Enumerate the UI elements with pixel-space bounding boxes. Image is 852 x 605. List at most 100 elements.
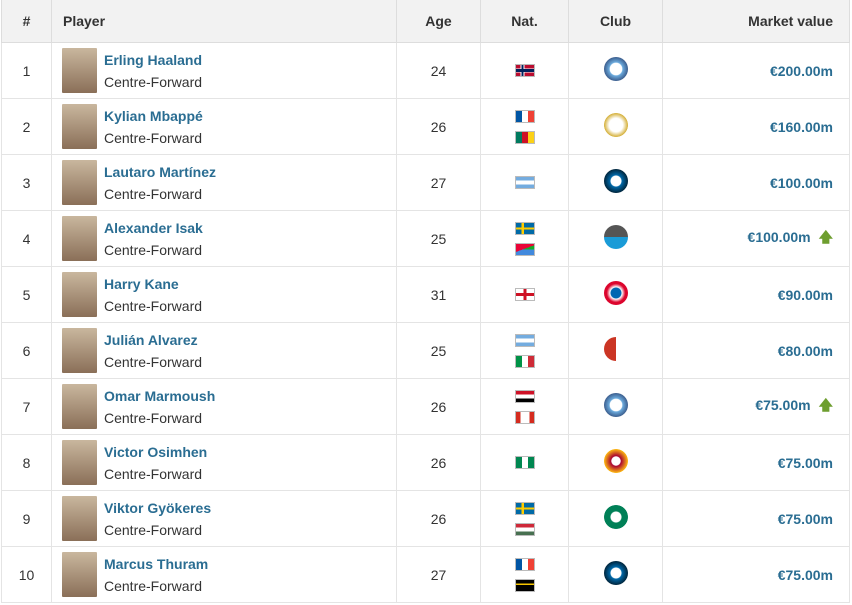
- flag-hungary-icon[interactable]: [514, 522, 535, 536]
- age: 27: [396, 546, 481, 603]
- table-row: 10 Marcus Thuram Centre-Forward 27 €75.00…: [1, 546, 850, 603]
- nationality: [481, 221, 568, 256]
- header-nat[interactable]: Nat.: [480, 0, 569, 43]
- rank: 5: [1, 266, 52, 323]
- player-name-link[interactable]: Alexander Isak: [104, 219, 203, 236]
- header-age[interactable]: Age: [396, 0, 481, 43]
- arrow-up-icon: 🡅: [818, 228, 833, 245]
- club-galatasaray-icon[interactable]: [603, 449, 628, 473]
- player-position: Centre-Forward: [104, 73, 203, 90]
- club-real-madrid-icon[interactable]: [603, 113, 628, 137]
- market-value-link[interactable]: €75.00m: [777, 454, 833, 471]
- player-photo[interactable]: [62, 552, 97, 597]
- header-market-value[interactable]: Market value: [662, 0, 850, 43]
- player-photo[interactable]: [62, 104, 97, 149]
- player-name-link[interactable]: Lautaro Martínez: [104, 163, 217, 180]
- market-value-link[interactable]: €200.00m: [769, 62, 833, 79]
- nationality: [481, 456, 568, 469]
- club-sporting-cp-icon[interactable]: [603, 505, 628, 529]
- nationality: [481, 333, 568, 368]
- player-photo[interactable]: [62, 496, 97, 541]
- nationality: [481, 176, 568, 189]
- market-value-link[interactable]: €100.00m: [747, 228, 811, 245]
- rank: 3: [1, 154, 52, 211]
- market-value-link[interactable]: €75.00m: [755, 396, 811, 413]
- club-inter-milan-icon[interactable]: [603, 169, 628, 193]
- club-newcastle-icon[interactable]: [603, 225, 628, 249]
- player-position: Centre-Forward: [104, 129, 203, 146]
- table-row: 2 Kylian Mbappé Centre-Forward 26 €160.00…: [1, 98, 850, 155]
- player-photo[interactable]: [62, 48, 97, 93]
- flag-cameroon-icon[interactable]: [514, 130, 535, 144]
- header-club[interactable]: Club: [568, 0, 663, 43]
- flag-canada-icon[interactable]: [514, 410, 535, 424]
- player-name-link[interactable]: Viktor Gyökeres: [104, 499, 212, 516]
- club-manchester-city-icon[interactable]: [603, 393, 628, 417]
- nationality: [481, 557, 568, 592]
- club-bayern-munich-icon[interactable]: [603, 281, 628, 305]
- club-manchester-city-icon[interactable]: [603, 57, 628, 81]
- flag-france-icon[interactable]: [514, 109, 535, 123]
- player-position: Centre-Forward: [104, 465, 203, 482]
- rank: 6: [1, 322, 52, 379]
- player-photo[interactable]: [62, 272, 97, 317]
- market-value-link[interactable]: €75.00m: [777, 566, 833, 583]
- player-position: Centre-Forward: [104, 297, 203, 314]
- table-row: 9 Viktor Gyökeres Centre-Forward 26 €75.0…: [1, 490, 850, 547]
- age: 26: [396, 434, 481, 491]
- rank: 7: [1, 378, 52, 435]
- flag-argentina-icon[interactable]: [514, 176, 535, 189]
- header-rank[interactable]: #: [1, 0, 52, 43]
- player-name-link[interactable]: Marcus Thuram: [104, 555, 209, 572]
- market-value-link[interactable]: €160.00m: [769, 118, 833, 135]
- market-value-link[interactable]: €100.00m: [769, 174, 833, 191]
- flag-egypt-icon[interactable]: [514, 389, 535, 403]
- flag-france-icon[interactable]: [514, 557, 535, 571]
- market-value-link[interactable]: €75.00m: [777, 510, 833, 527]
- player-name-link[interactable]: Kylian Mbappé: [104, 107, 203, 124]
- arrow-up-icon: 🡅: [818, 396, 833, 413]
- flag-eritrea-icon[interactable]: [514, 242, 535, 256]
- player-photo[interactable]: [62, 440, 97, 485]
- header-player[interactable]: Player: [51, 0, 397, 43]
- player-position: Centre-Forward: [104, 353, 203, 370]
- table-row: 3 Lautaro Martínez Centre-Forward 27 €100…: [1, 154, 850, 211]
- club-atletico-madrid-icon[interactable]: [603, 337, 628, 361]
- player-photo[interactable]: [62, 216, 97, 261]
- player-position: Centre-Forward: [104, 185, 203, 202]
- player-name-link[interactable]: Harry Kane: [104, 275, 179, 292]
- player-name-link[interactable]: Erling Haaland: [104, 51, 203, 68]
- flag-italy-icon[interactable]: [514, 354, 535, 368]
- club-inter-milan-icon[interactable]: [603, 561, 628, 585]
- player-name-link[interactable]: Omar Marmoush: [104, 387, 216, 404]
- flag-nigeria-icon[interactable]: [514, 456, 535, 469]
- player-photo[interactable]: [62, 328, 97, 373]
- table-row: 4 Alexander Isak Centre-Forward 25 €100.0…: [1, 210, 850, 267]
- age: 24: [396, 42, 481, 99]
- nationality: [481, 501, 568, 536]
- age: 31: [396, 266, 481, 323]
- flag-argentina-icon[interactable]: [514, 333, 535, 347]
- flag-guadeloupe-icon[interactable]: [514, 578, 535, 592]
- age: 25: [396, 322, 481, 379]
- market-value-link[interactable]: €90.00m: [777, 286, 833, 303]
- age: 27: [396, 154, 481, 211]
- flag-sweden-icon[interactable]: [514, 501, 535, 515]
- market-value-link[interactable]: €80.00m: [777, 342, 833, 359]
- flag-norway-icon[interactable]: [514, 64, 535, 77]
- player-position: Centre-Forward: [104, 241, 203, 258]
- player-photo[interactable]: [62, 384, 97, 429]
- player-position: Centre-Forward: [104, 409, 203, 426]
- table-header: # Player Age Nat. Club Market value: [1, 0, 850, 43]
- rank: 9: [1, 490, 52, 547]
- age: 25: [396, 210, 481, 267]
- flag-england-icon[interactable]: [514, 288, 535, 301]
- nationality: [481, 64, 568, 77]
- flag-sweden-icon[interactable]: [514, 221, 535, 235]
- player-name-link[interactable]: Julián Alvarez: [104, 331, 198, 348]
- player-photo[interactable]: [62, 160, 97, 205]
- table-row: 5 Harry Kane Centre-Forward 31 €90.00m: [1, 266, 850, 323]
- player-name-link[interactable]: Victor Osimhen: [104, 443, 208, 460]
- player-position: Centre-Forward: [104, 521, 203, 538]
